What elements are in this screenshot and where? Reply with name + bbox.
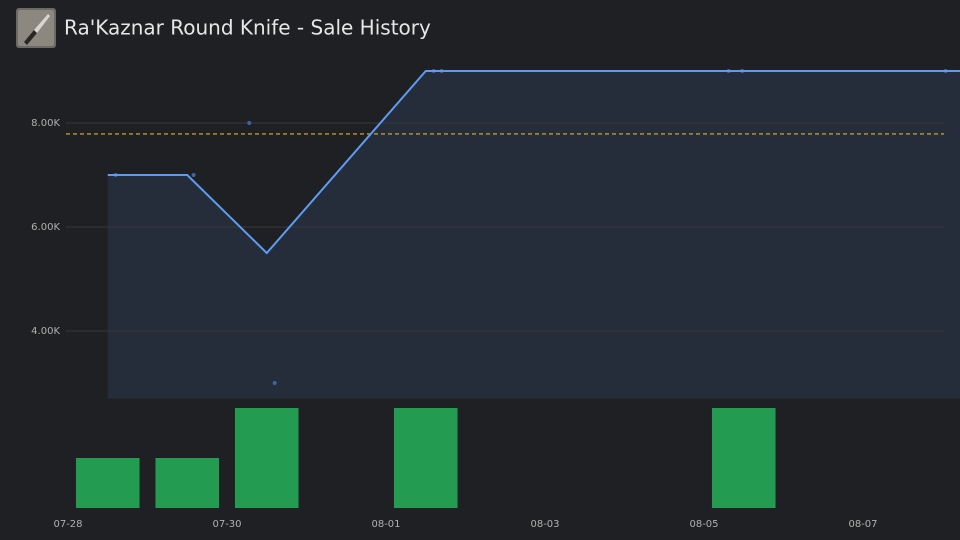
price-line [107, 70, 960, 255]
x-tick-label: 08-03 [530, 519, 559, 530]
chart-title: Ra'Kaznar Round Knife - Sale History [64, 16, 431, 40]
x-tick-label: 08-07 [848, 519, 877, 530]
icon-blade [34, 14, 50, 33]
volume-bar [75, 458, 140, 508]
y-tick-label: 8.00K [31, 118, 60, 129]
sale-point [272, 381, 277, 385]
area [107, 71, 960, 399]
item-icon [16, 8, 56, 48]
volume-bar [234, 408, 299, 508]
icon-handle [24, 30, 37, 45]
y-tick-label: 6.00K [31, 222, 60, 233]
x-tick-label: 08-05 [689, 519, 718, 530]
volume-bar [711, 408, 776, 508]
y-tick-label: 4.00K [31, 326, 60, 337]
sale-point [247, 121, 252, 125]
x-tick-label: 07-28 [53, 519, 82, 530]
x-tick-label: 07-30 [212, 519, 241, 530]
x-tick-label: 08-01 [371, 519, 400, 530]
volume-bar [155, 458, 220, 508]
sale-point [191, 173, 196, 177]
volume-bar [393, 408, 458, 508]
